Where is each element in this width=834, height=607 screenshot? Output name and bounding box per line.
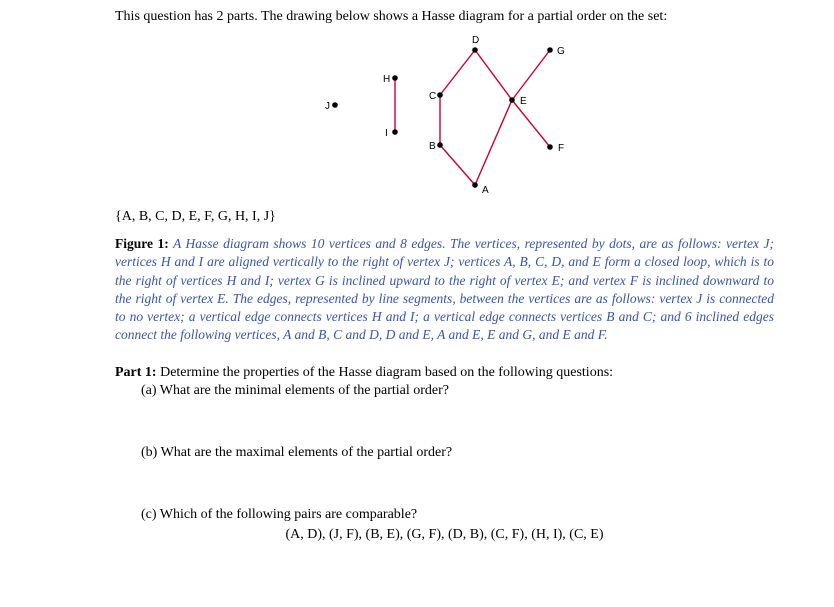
vertex-D [472,47,478,53]
vertex-label-B: B [429,141,436,152]
vertex-label-J: J [325,101,330,112]
part1-c: (c) Which of the following pairs are com… [141,507,774,523]
edge-D-E [475,50,512,100]
vertex-label-H: H [383,74,390,85]
vertex-J [332,102,338,108]
vertex-label-G: G [557,46,565,57]
caption-label: Figure 1: [115,236,169,251]
set-elements: {A, B, C, D, E, F, G, H, I, J} [115,209,774,225]
vertex-label-I: I [385,128,388,139]
part1-text: Determine the properties of the Hasse di… [160,365,613,380]
vertex-I [392,129,398,135]
diagram-container: J H I A B C D E G F [115,30,774,205]
vertex-E [509,97,515,103]
vertex-label-D: D [472,35,479,46]
figure-caption: Figure 1: A Hasse diagram shows 10 verti… [115,235,774,344]
part1-pairs: (A, D), (J, F), (B, E), (G, F), (D, B), … [115,527,774,543]
vertex-H [392,75,398,81]
vertex-B [437,142,443,148]
intro-text: This question has 2 parts. The drawing b… [115,8,774,26]
part1-b: (b) What are the maximal elements of the… [141,445,774,461]
edge-C-D [440,50,475,95]
vertex-label-A: A [482,185,489,196]
vertex-label-F: F [558,143,564,154]
edge-E-F [512,100,550,147]
edge-A-E [475,100,512,185]
caption-text: A Hasse diagram shows 10 vertices and 8 … [115,236,774,342]
part1-label: Part 1: [115,365,157,380]
vertex-F [547,144,553,150]
part1-heading: Part 1: Determine the properties of the … [115,365,774,381]
vertex-label-E: E [520,96,527,107]
hasse-diagram: J H I A B C D E G F [295,30,595,200]
page: This question has 2 parts. The drawing b… [0,0,834,607]
edge-A-B [440,145,475,185]
vertex-A [472,182,478,188]
edge-E-G [512,50,550,100]
vertex-C [437,92,443,98]
part1-a: (a) What are the minimal elements of the… [141,383,774,399]
vertex-label-C: C [429,91,436,102]
vertex-G [547,47,553,53]
